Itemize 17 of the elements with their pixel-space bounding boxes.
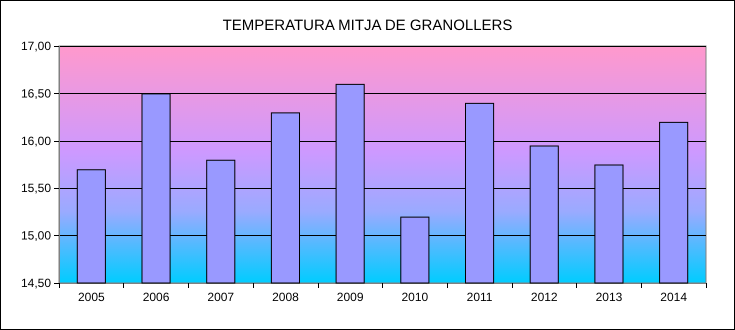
chart-title: TEMPERATURA MITJA DE GRANOLLERS	[222, 17, 512, 34]
x-tick-label: 2006	[142, 290, 170, 304]
y-tick-label: 16,00	[20, 134, 52, 148]
x-tick-label: 2011	[466, 290, 493, 304]
y-tick-label: 15,00	[20, 228, 52, 243]
x-tick-label: 2005	[78, 290, 106, 304]
x-tick-label: 2013	[596, 290, 623, 304]
x-tick-label: 2010	[402, 290, 429, 304]
x-tick-label: 2012	[530, 290, 558, 304]
y-tick-label: 16,50	[20, 86, 52, 100]
y-tick-label: 14,50	[20, 276, 52, 290]
y-tick-label: 15,50	[20, 181, 52, 196]
x-tick-label: 2009	[336, 290, 364, 304]
x-tick-label: 2008	[272, 290, 300, 304]
x-tick-label: 2014	[660, 290, 688, 304]
x-tick-label: 2007	[207, 290, 234, 304]
y-tick-label: 17,00	[20, 39, 52, 53]
